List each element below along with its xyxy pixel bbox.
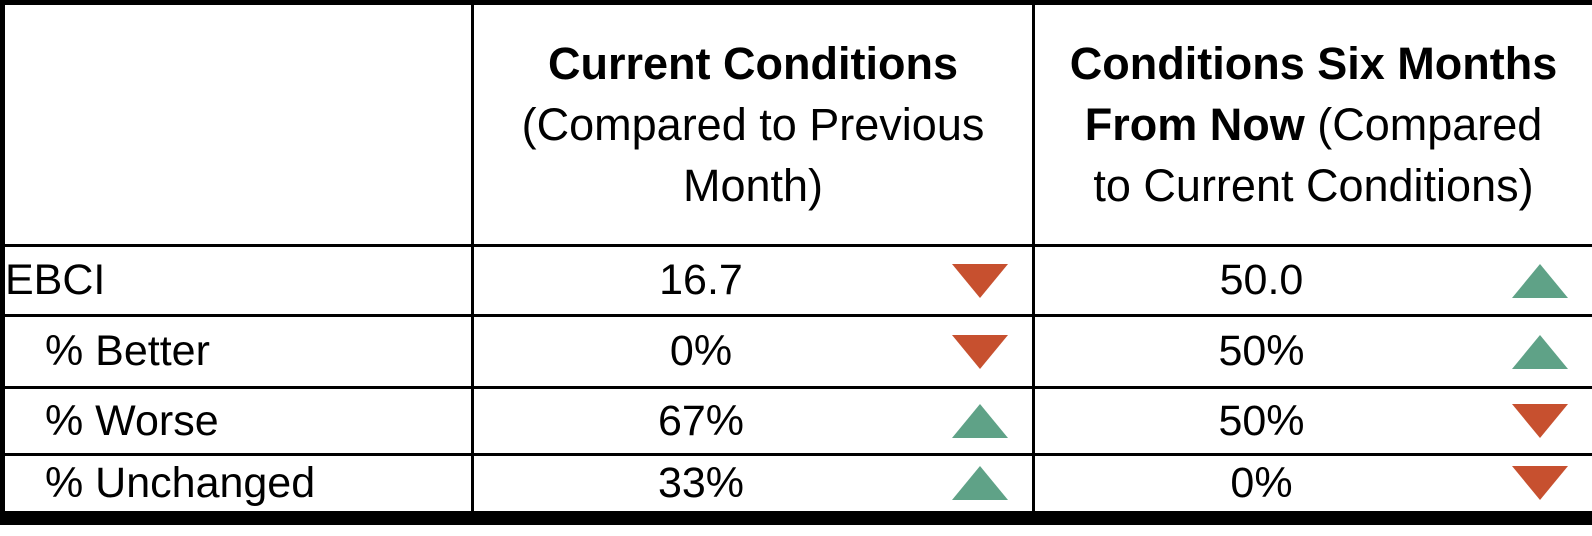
header-row: Current Conditions (Compared to Previous… bbox=[1, 1, 1592, 247]
value-unchanged-six-months: 0% bbox=[1230, 458, 1293, 507]
header-current-conditions: Current Conditions (Compared to Previous… bbox=[471, 1, 1035, 247]
header-six-months-title-line2: From Now bbox=[1084, 99, 1305, 150]
value-worse-six-months: 50% bbox=[1218, 396, 1305, 445]
trend-up-icon bbox=[952, 404, 1008, 438]
table-row-ebci: EBCI 16.7 50.0 bbox=[1, 244, 1592, 317]
row-label-ebci: EBCI bbox=[1, 244, 474, 317]
value-unchanged-current: 33% bbox=[657, 458, 745, 507]
header-current-conditions-text: Current Conditions (Compared to Previous… bbox=[474, 33, 1032, 216]
header-six-months-text: Conditions Six Months From Now (Compared… bbox=[1035, 33, 1592, 216]
header-six-months-subtitle-line2: (Compared bbox=[1304, 99, 1543, 150]
cell-worse-six-months: 50% bbox=[1032, 386, 1592, 456]
cell-ebci-current: 16.7 bbox=[471, 244, 1035, 317]
trend-up-icon bbox=[952, 466, 1008, 501]
header-current-subtitle-line3: Month) bbox=[682, 160, 824, 211]
ebci-table: Current Conditions (Compared to Previous… bbox=[0, 0, 1592, 525]
trend-icon-box bbox=[1488, 466, 1592, 501]
header-six-months: Conditions Six Months From Now (Compared… bbox=[1032, 1, 1592, 247]
trend-icon-box bbox=[928, 263, 1032, 298]
row-label-percent-better: % Better bbox=[1, 314, 474, 389]
cell-worse-current: 67% bbox=[471, 386, 1035, 456]
trend-icon-box bbox=[1488, 263, 1592, 298]
table-row-percent-worse: % Worse 67% 50% bbox=[1, 386, 1592, 456]
cell-better-six-months: 50% bbox=[1032, 314, 1592, 389]
trend-icon-box bbox=[1488, 404, 1592, 438]
cell-unchanged-current: 33% bbox=[471, 453, 1035, 519]
header-six-months-subtitle-line3: to Current Conditions) bbox=[1093, 160, 1534, 211]
header-row-label-column bbox=[1, 1, 474, 247]
header-current-subtitle-line2: (Compared to Previous bbox=[521, 99, 985, 150]
value-ebci-six-months: 50.0 bbox=[1219, 256, 1304, 304]
header-current-title: Current Conditions bbox=[548, 38, 958, 89]
cell-unchanged-six-months: 0% bbox=[1032, 453, 1592, 519]
value-worse-current: 67% bbox=[657, 396, 745, 445]
header-six-months-title-line1: Conditions Six Months bbox=[1069, 38, 1558, 89]
trend-icon-box bbox=[1488, 334, 1592, 369]
trend-up-icon bbox=[1512, 263, 1568, 298]
value-better-current: 0% bbox=[669, 327, 733, 375]
cell-ebci-six-months: 50.0 bbox=[1032, 244, 1592, 317]
cell-better-current: 0% bbox=[471, 314, 1035, 389]
trend-icon-box bbox=[928, 334, 1032, 369]
trend-down-icon bbox=[1512, 404, 1568, 438]
value-better-six-months: 50% bbox=[1218, 327, 1305, 375]
table-row-percent-better: % Better 0% 50% bbox=[1, 314, 1592, 389]
trend-down-icon bbox=[952, 334, 1008, 369]
value-ebci-current: 16.7 bbox=[659, 256, 743, 304]
table-row-percent-unchanged: % Unchanged 33% 0% bbox=[1, 453, 1592, 519]
row-label-percent-worse: % Worse bbox=[1, 386, 474, 456]
trend-down-icon bbox=[1512, 466, 1568, 501]
trend-icon-box bbox=[928, 466, 1032, 501]
trend-icon-box bbox=[928, 404, 1032, 438]
trend-down-icon bbox=[952, 263, 1008, 298]
trend-up-icon bbox=[1512, 334, 1568, 369]
row-label-percent-unchanged: % Unchanged bbox=[1, 453, 474, 519]
